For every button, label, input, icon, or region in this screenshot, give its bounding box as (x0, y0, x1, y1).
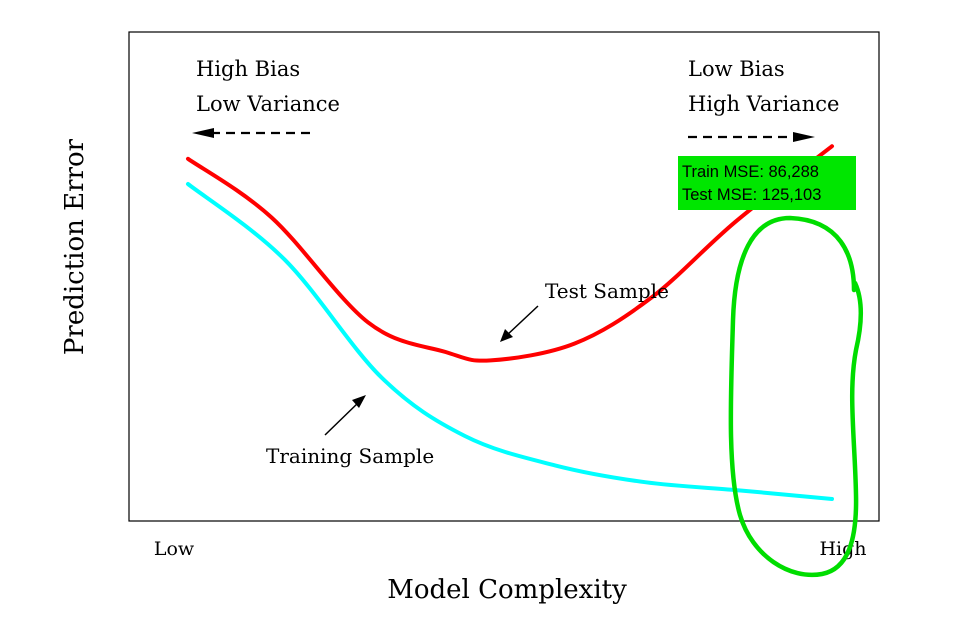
training-sample-label: Training Sample (266, 444, 434, 468)
low-bias-label: Low Bias (688, 57, 785, 81)
test-mse-text: Test MSE: 125,103 (682, 186, 821, 204)
mse-box: Train MSE: 86,288 Test MSE: 125,103 (678, 156, 856, 210)
train-mse-text: Train MSE: 86,288 (682, 163, 819, 181)
training-sample-curve (186, 182, 834, 501)
training-sample-pointer (324, 395, 366, 436)
left-arrow (192, 128, 310, 138)
plot-area-frame (128, 31, 880, 522)
x-axis-label: Model Complexity (387, 575, 627, 605)
high-bias-label: High Bias (196, 57, 300, 81)
test-sample-curve (186, 144, 834, 363)
x-tick-label-high: High (819, 538, 866, 560)
right-arrow (688, 132, 815, 142)
high-variance-label: High Variance (688, 92, 839, 116)
test-sample-label: Test Sample (545, 279, 669, 303)
low-variance-label: Low Variance (196, 92, 340, 116)
overfitting-highlight-loop (728, 215, 864, 578)
y-axis-label: Prediction Error (60, 138, 90, 355)
mse-box-background (678, 156, 856, 210)
x-tick-label-low: Low (154, 538, 195, 560)
test-sample-pointer (500, 305, 539, 342)
